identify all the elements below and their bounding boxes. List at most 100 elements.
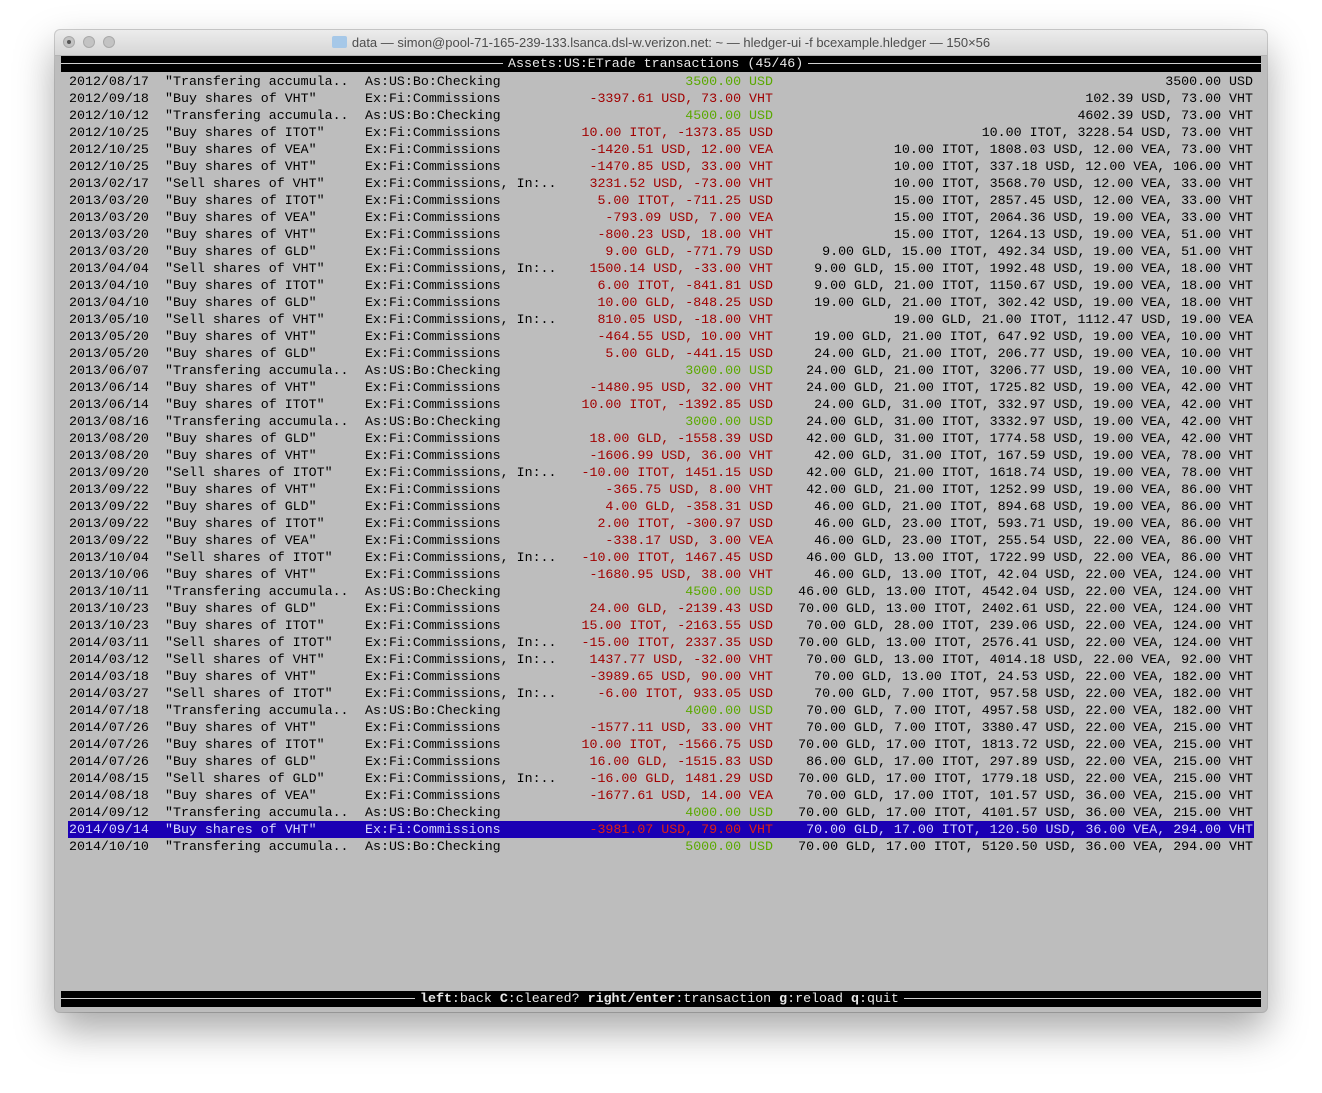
date: 2013/05/20: [69, 329, 149, 344]
account: Ex:Fi:Commissions: [365, 533, 501, 548]
transaction-row[interactable]: 2013/10/04 "Sell shares of ITOT" Ex:Fi:Com…: [61, 549, 1261, 566]
date: 2013/06/14: [69, 380, 149, 395]
transaction-row[interactable]: 2014/08/15 "Sell shares of GLD" Ex:Fi:Comm…: [61, 770, 1261, 787]
description: "Buy shares of VHT": [165, 159, 317, 174]
transaction-row[interactable]: 2013/05/20 "Buy shares of VHT" Ex:Fi:Commi…: [61, 328, 1261, 345]
transaction-row[interactable]: 2013/09/22 "Buy shares of ITOT" Ex:Fi:Comm…: [61, 515, 1261, 532]
transaction-row[interactable]: 2014/03/12 "Sell shares of VHT" Ex:Fi:Comm…: [61, 651, 1261, 668]
date: 2013/05/20: [69, 346, 149, 361]
amount: 2.00 ITOT, -300.97 USD: [597, 516, 773, 531]
balance: 46.00 GLD, 13.00 ITOT, 1722.99 USD, 22.0…: [806, 550, 1253, 565]
transaction-row[interactable]: 2013/08/20 "Buy shares of GLD" Ex:Fi:Commi…: [61, 430, 1261, 447]
account: Ex:Fi:Commissions, In:..: [365, 771, 557, 786]
account: Ex:Fi:Commissions: [365, 244, 501, 259]
amount: 9.00 GLD, -771.79 USD: [605, 244, 773, 259]
account: As:US:Bo:Checking: [365, 108, 501, 123]
transaction-row[interactable]: 2013/09/22 "Buy shares of GLD" Ex:Fi:Commi…: [61, 498, 1261, 515]
transaction-row[interactable]: 2013/04/10 "Buy shares of ITOT" Ex:Fi:Comm…: [61, 277, 1261, 294]
transaction-row[interactable]: 2012/09/18 "Buy shares of VHT" Ex:Fi:Commi…: [61, 90, 1261, 107]
transaction-row[interactable]: 2013/03/20 "Buy shares of VHT" Ex:Fi:Commi…: [61, 226, 1261, 243]
transaction-row[interactable]: 2013/04/04 "Sell shares of VHT" Ex:Fi:Comm…: [61, 260, 1261, 277]
transaction-row[interactable]: 2014/07/26 "Buy shares of GLD" Ex:Fi:Commi…: [61, 753, 1261, 770]
date: 2013/09/22: [69, 533, 149, 548]
transaction-row[interactable]: 2013/08/16 "Transfering accumula.. As:US:B…: [61, 413, 1261, 430]
transaction-row[interactable]: 2012/10/25 "Buy shares of ITOT" Ex:Fi:Comm…: [61, 124, 1261, 141]
balance: 70.00 GLD, 7.00 ITOT, 3380.47 USD, 22.00…: [806, 720, 1253, 735]
date: 2014/08/18: [69, 788, 149, 803]
description: "Transfering accumula..: [165, 584, 349, 599]
transaction-row[interactable]: 2013/02/17 "Sell shares of VHT" Ex:Fi:Comm…: [61, 175, 1261, 192]
transaction-row[interactable]: 2013/10/23 "Buy shares of ITOT" Ex:Fi:Comm…: [61, 617, 1261, 634]
amount: 15.00 ITOT, -2163.55 USD: [581, 618, 773, 633]
description: "Sell shares of ITOT": [165, 635, 333, 650]
transaction-row[interactable]: 2013/06/14 "Buy shares of ITOT" Ex:Fi:Comm…: [61, 396, 1261, 413]
description: "Buy shares of GLD": [165, 346, 317, 361]
transaction-row[interactable]: 2014/09/12 "Transfering accumula.. As:US:B…: [61, 804, 1261, 821]
amount: -10.00 ITOT, 1467.45 USD: [581, 550, 773, 565]
amount: -3397.61 USD, 73.00 VHT: [589, 91, 773, 106]
transaction-row[interactable]: 2013/06/07 "Transfering accumula.. As:US:B…: [61, 362, 1261, 379]
amount: -1577.11 USD, 33.00 VHT: [589, 720, 773, 735]
transaction-row[interactable]: 2014/10/10 "Transfering accumula.. As:US:B…: [61, 838, 1261, 855]
transaction-row[interactable]: 2014/07/26 "Buy shares of ITOT" Ex:Fi:Comm…: [61, 736, 1261, 753]
account: As:US:Bo:Checking: [365, 703, 501, 718]
transaction-row[interactable]: 2014/07/18 "Transfering accumula.. As:US:B…: [61, 702, 1261, 719]
account: Ex:Fi:Commissions, In:..: [365, 686, 557, 701]
description: "Buy shares of ITOT": [165, 397, 325, 412]
transaction-row[interactable]: 2012/10/25 "Buy shares of VHT" Ex:Fi:Commi…: [61, 158, 1261, 175]
key-hint: C:cleared?: [499, 991, 580, 1006]
zoom-button[interactable]: [103, 36, 115, 48]
transaction-row[interactable]: 2014/08/18 "Buy shares of VEA" Ex:Fi:Commi…: [61, 787, 1261, 804]
key-hint: g:reload: [779, 991, 843, 1006]
key-action: transaction: [683, 991, 772, 1006]
description: "Transfering accumula..: [165, 414, 349, 429]
transaction-row[interactable]: 2013/03/20 "Buy shares of GLD" Ex:Fi:Commi…: [61, 243, 1261, 260]
account-name: Assets:US:ETrade: [508, 56, 636, 71]
amount: 18.00 GLD, -1558.39 USD: [589, 431, 773, 446]
transaction-row[interactable]: 2014/03/27 "Sell shares of ITOT" Ex:Fi:Com…: [61, 685, 1261, 702]
transaction-row[interactable]: 2013/05/20 "Buy shares of GLD" Ex:Fi:Commi…: [61, 345, 1261, 362]
account: Ex:Fi:Commissions: [365, 618, 501, 633]
transaction-row[interactable]: 2013/09/22 "Buy shares of VHT" Ex:Fi:Commi…: [61, 481, 1261, 498]
account: Ex:Fi:Commissions: [365, 516, 501, 531]
transaction-row[interactable]: 2014/03/18 "Buy shares of VHT" Ex:Fi:Commi…: [61, 668, 1261, 685]
transaction-row[interactable]: 2013/10/11 "Transfering accumula.. As:US:B…: [61, 583, 1261, 600]
balance: 42.00 GLD, 31.00 ITOT, 1774.58 USD, 19.0…: [806, 431, 1253, 446]
transaction-row[interactable]: 2012/10/12 "Transfering accumula.. As:US:B…: [61, 107, 1261, 124]
date: 2014/03/27: [69, 686, 149, 701]
transaction-row[interactable]: 2013/03/20 "Buy shares of VEA" Ex:Fi:Commi…: [61, 209, 1261, 226]
account: Ex:Fi:Commissions, In:..: [365, 652, 557, 667]
transaction-row[interactable]: 2013/09/20 "Sell shares of ITOT" Ex:Fi:Com…: [61, 464, 1261, 481]
transaction-row[interactable]: 2013/05/10 "Sell shares of VHT" Ex:Fi:Comm…: [61, 311, 1261, 328]
transaction-row[interactable]: 2014/03/11 "Sell shares of ITOT" Ex:Fi:Com…: [61, 634, 1261, 651]
transaction-row[interactable]: 2012/08/17 "Transfering accumula.. As:US:B…: [61, 73, 1261, 90]
transaction-row[interactable]: 2014/09/14 "Buy shares of VHT" Ex:Fi:Commi…: [68, 821, 1254, 838]
account: Ex:Fi:Commissions: [365, 431, 501, 446]
description: "Buy shares of VHT": [165, 482, 317, 497]
transaction-row[interactable]: 2013/10/23 "Buy shares of GLD" Ex:Fi:Commi…: [61, 600, 1261, 617]
date: 2012/10/25: [69, 142, 149, 157]
transaction-row[interactable]: 2013/06/14 "Buy shares of VHT" Ex:Fi:Commi…: [61, 379, 1261, 396]
transaction-row[interactable]: 2014/07/26 "Buy shares of VHT" Ex:Fi:Commi…: [61, 719, 1261, 736]
close-button[interactable]: [63, 36, 75, 48]
balance: 46.00 GLD, 13.00 ITOT, 42.04 USD, 22.00 …: [814, 567, 1253, 582]
date: 2013/04/10: [69, 295, 149, 310]
description: "Transfering accumula..: [165, 703, 349, 718]
amount: 1437.77 USD, -32.00 VHT: [589, 652, 773, 667]
minimize-button[interactable]: [83, 36, 95, 48]
transaction-row[interactable]: 2012/10/25 "Buy shares of VEA" Ex:Fi:Commi…: [61, 141, 1261, 158]
account: Ex:Fi:Commissions: [365, 482, 501, 497]
description: "Buy shares of VEA": [165, 788, 317, 803]
amount: -800.23 USD, 18.00 VHT: [597, 227, 773, 242]
amount: 24.00 GLD, -2139.43 USD: [589, 601, 773, 616]
account: Ex:Fi:Commissions, In:..: [365, 312, 557, 327]
terminal-screen[interactable]: Assets:US:ETrade transactions (45/46) 20…: [61, 56, 1261, 1007]
account: Ex:Fi:Commissions: [365, 720, 501, 735]
balance: 15.00 ITOT, 2064.36 USD, 19.00 VEA, 33.0…: [893, 210, 1253, 225]
transaction-row[interactable]: 2013/09/22 "Buy shares of VEA" Ex:Fi:Commi…: [61, 532, 1261, 549]
balance: 42.00 GLD, 31.00 ITOT, 167.59 USD, 19.00…: [814, 448, 1253, 463]
transaction-row[interactable]: 2013/04/10 "Buy shares of GLD" Ex:Fi:Commi…: [61, 294, 1261, 311]
transaction-row[interactable]: 2013/03/20 "Buy shares of ITOT" Ex:Fi:Comm…: [61, 192, 1261, 209]
transaction-row[interactable]: 2013/10/06 "Buy shares of VHT" Ex:Fi:Commi…: [61, 566, 1261, 583]
transaction-row[interactable]: 2013/08/20 "Buy shares of VHT" Ex:Fi:Commi…: [61, 447, 1261, 464]
